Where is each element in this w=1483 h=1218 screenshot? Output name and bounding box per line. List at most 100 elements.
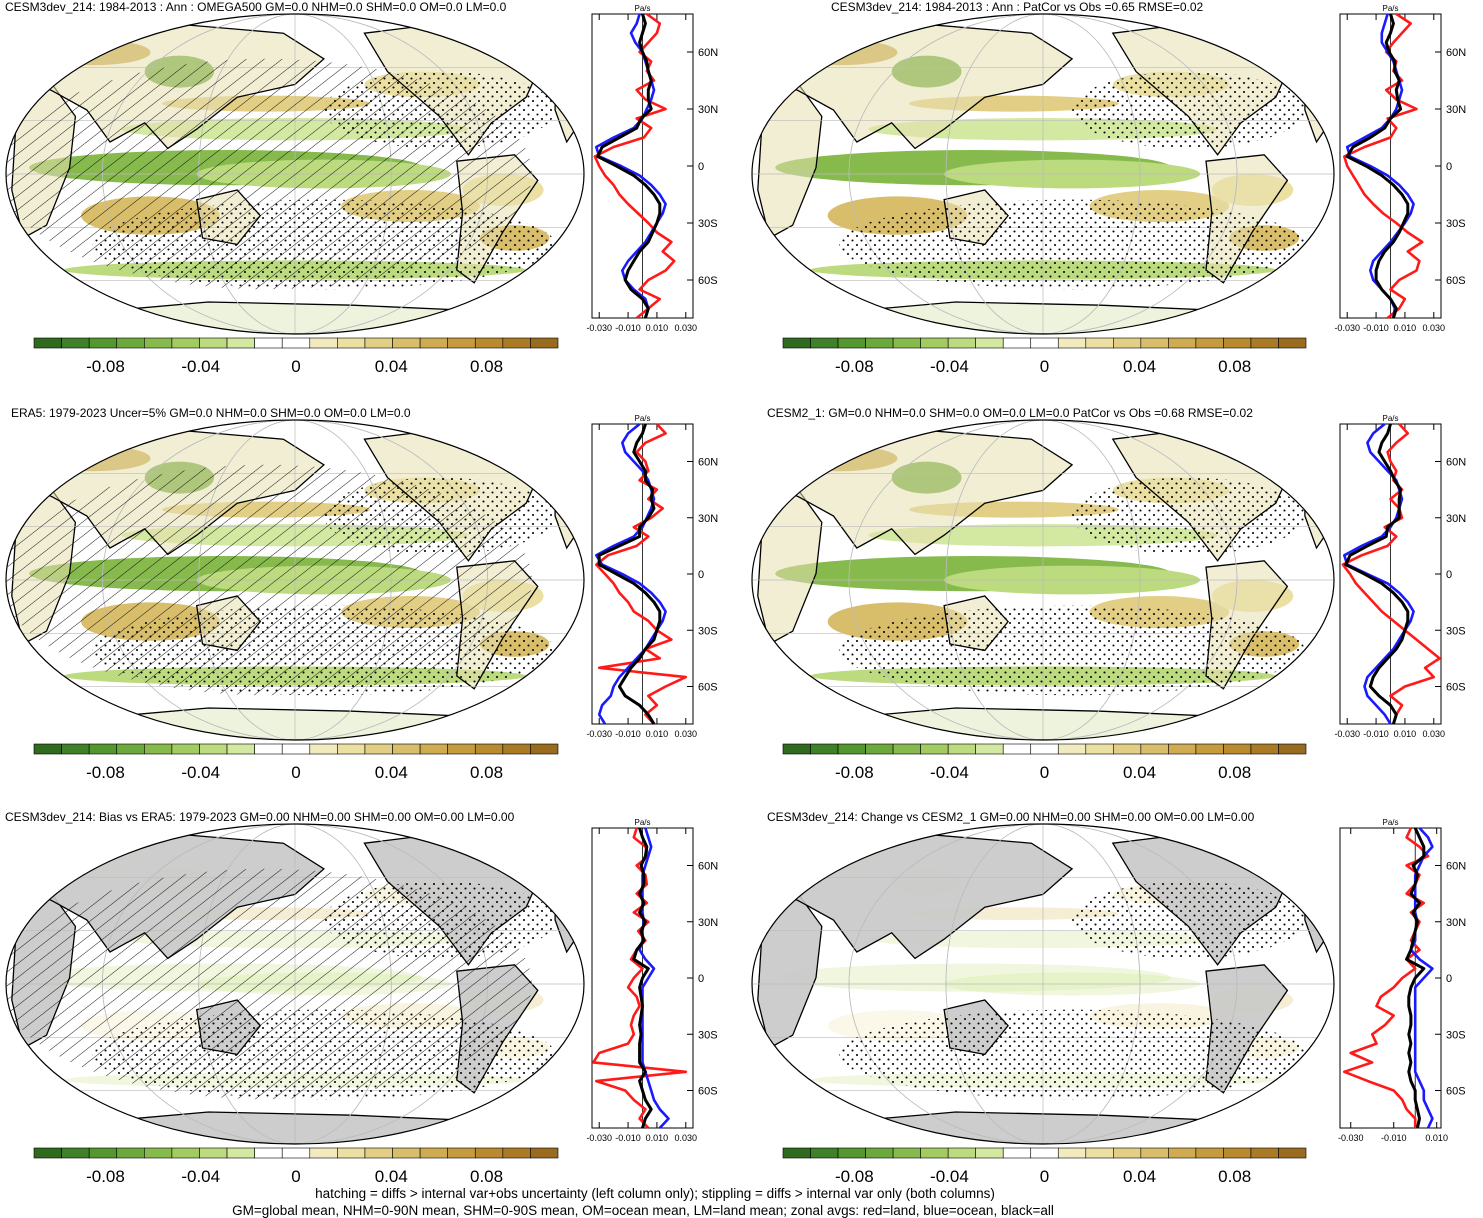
colorbar-cell — [892, 743, 921, 755]
y-tick-label: 0 — [1446, 973, 1452, 985]
colorbar-cell — [171, 743, 200, 755]
y-tick-label: 30S — [698, 1029, 718, 1041]
colorbar-label: 0.08 — [470, 763, 503, 782]
colorbar: -0.08 -0.04 0 0.04 0.08 — [33, 1147, 559, 1186]
zonal-plot-area: Pa/s -0.030 -0.010 0.010 0.030 60N 30N 0 30S 60S — [1334, 414, 1466, 739]
zonal-mean-line-land — [1341, 423, 1441, 725]
colorbar-cell — [226, 1147, 255, 1159]
colorbar-cell — [199, 1147, 228, 1159]
colorbar-label: -0.04 — [181, 763, 220, 782]
panel-bottom-right: CESM3dev_214: Change vs CESM2_1 GM=0.00 … — [751, 810, 1466, 1186]
panel-middle-right: CESM2_1: GM=0.0 NHM=0.0 SHM=0.0 OM=0.0 L… — [751, 406, 1466, 782]
colorbar-cell — [1278, 743, 1307, 755]
colorbar-cell — [199, 337, 228, 349]
zonal-mean-line-land — [593, 12, 676, 320]
panel-title: CESM3dev_214: Bias vs ERA5: 1979-2023 GM… — [5, 810, 515, 824]
x-tick-label: 0.010 — [1394, 729, 1417, 739]
colorbar-cell — [364, 743, 393, 755]
anomaly-region — [775, 963, 1172, 992]
colorbar-cell — [865, 743, 894, 755]
colorbar-cell — [502, 337, 531, 349]
colorbar-cell — [1250, 743, 1279, 755]
map-border — [5, 823, 585, 1145]
stippling — [839, 1009, 1305, 1100]
colorbar-cell — [1113, 1147, 1142, 1159]
colorbar-cell — [61, 743, 90, 755]
x-tick-label: 0.030 — [1423, 729, 1446, 739]
colorbar-cell — [1195, 743, 1224, 755]
map-border — [5, 419, 585, 741]
x-tick-label: 0.010 — [1425, 1133, 1448, 1143]
colorbar-cell — [309, 1147, 338, 1159]
stippling — [1072, 71, 1305, 149]
colorbar-cell — [892, 337, 921, 349]
colorbar-cell — [144, 1147, 173, 1159]
stippling — [839, 199, 1305, 290]
colorbar-label: 0.08 — [470, 1167, 503, 1186]
colorbar-cell — [61, 1147, 90, 1159]
x-tick-label: -0.010 — [1363, 729, 1389, 739]
colorbar-label: -0.08 — [835, 1167, 874, 1186]
longitude-line — [945, 420, 1141, 740]
y-tick-label: 30N — [698, 917, 718, 929]
colorbar-cell — [33, 337, 62, 349]
colorbar-cell — [364, 337, 393, 349]
unit-label: Pa/s — [1382, 414, 1398, 423]
colorbar-cell — [1140, 743, 1169, 755]
colorbar-cell — [419, 1147, 448, 1159]
y-tick-label: 30S — [698, 218, 718, 230]
colorbar-label: 0 — [291, 357, 300, 376]
colorbar-label: -0.04 — [181, 1167, 220, 1186]
panel-top-left: CESM3dev_214: 1984-2013 : Ann : OMEGA500… — [5, 0, 718, 376]
colorbar-label: 0.08 — [1218, 763, 1251, 782]
colorbar-cell — [1113, 743, 1142, 755]
colorbar-label: 0.04 — [375, 763, 408, 782]
colorbar-cell — [61, 337, 90, 349]
world-map — [751, 823, 1335, 1145]
colorbar-cell — [810, 337, 839, 349]
colorbar-label: 0 — [291, 1167, 300, 1186]
x-tick-label: -0.030 — [1334, 729, 1360, 739]
map-field — [6, 824, 584, 1144]
colorbar-cell — [116, 743, 145, 755]
colorbar-cell — [392, 337, 421, 349]
colorbar-cell — [1030, 743, 1059, 755]
colorbar-cell — [837, 1147, 866, 1159]
world-map — [5, 823, 585, 1145]
y-tick-label: 60S — [1446, 275, 1466, 287]
colorbar-cell — [502, 1147, 531, 1159]
colorbar-label: 0.04 — [1123, 357, 1156, 376]
colorbar: -0.08 -0.04 0 0.04 0.08 — [782, 743, 1307, 782]
y-tick-label: 0 — [698, 973, 704, 985]
colorbar-cell — [530, 337, 559, 349]
world-map — [751, 13, 1335, 335]
colorbar-cell — [474, 1147, 504, 1159]
unit-label: Pa/s — [1382, 4, 1398, 13]
colorbar-label: 0.08 — [1218, 357, 1251, 376]
colorbar-cell — [1195, 1147, 1224, 1159]
colorbar-cell — [447, 743, 476, 755]
colorbar-cell — [1085, 337, 1114, 349]
zonal-mean-plot: Pa/s -0.030 -0.010 0.010 0.030 60N 30N 0 30S 60S — [586, 4, 718, 333]
colorbar-cell — [1002, 1147, 1032, 1159]
colorbar-cell — [920, 1147, 949, 1159]
colorbar-cell — [1002, 337, 1032, 349]
colorbar-cell — [810, 743, 839, 755]
y-tick-label: 30S — [1446, 625, 1466, 637]
panel-title: CESM3dev_214: 1984-2013 : Ann : PatCor v… — [831, 0, 1204, 14]
colorbar-label: 0.04 — [375, 357, 408, 376]
panel-title: CESM3dev_214: 1984-2013 : Ann : OMEGA500… — [5, 0, 507, 14]
colorbar-label: 0 — [1040, 763, 1049, 782]
world-map — [5, 13, 585, 335]
colorbar-cell — [1030, 1147, 1059, 1159]
y-tick-label: 60N — [698, 861, 718, 873]
colorbar-cell — [1195, 337, 1224, 349]
colorbar-label: -0.04 — [930, 1167, 969, 1186]
zonal-mean-plot: Pa/s -0.030 -0.010 0.010 0.030 60N 30N 0 30S 60S — [1334, 4, 1466, 333]
colorbar-cell — [782, 337, 811, 349]
colorbar-cell — [947, 1147, 976, 1159]
zonal-mean-line-all — [597, 423, 662, 725]
colorbar-cell — [865, 1147, 894, 1159]
map-border — [751, 823, 1335, 1145]
unit-label: Pa/s — [634, 414, 650, 423]
